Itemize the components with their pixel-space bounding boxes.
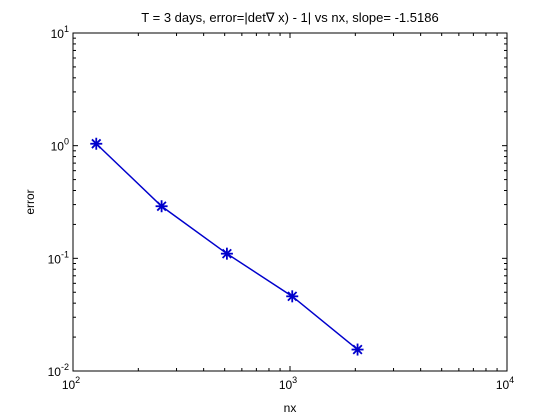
x-axis-label: nx — [284, 401, 297, 415]
x-tick-labels: 102 103 104 — [62, 375, 514, 392]
axes-box — [72, 32, 508, 372]
marker-stroke — [91, 138, 102, 149]
data-point-marker — [351, 343, 364, 356]
y-tick-labels: 10-2 10-1 100 101 — [48, 24, 69, 379]
x-tick-label: 104 — [496, 375, 514, 392]
x-tick-label: 103 — [279, 375, 297, 392]
marker-stroke — [352, 344, 363, 355]
marker-stroke — [287, 291, 298, 302]
data-point-marker — [155, 200, 168, 213]
y-tick-label: 10-2 — [48, 362, 69, 379]
y-tick-label: 101 — [51, 24, 69, 41]
data-point-marker — [220, 247, 233, 260]
y-tick-label: 10-1 — [48, 249, 69, 266]
marker-stroke — [221, 248, 232, 259]
data-point-marker — [286, 290, 299, 303]
chart-title: T = 3 days, error=|det∇ x) - 1| vs nx, s… — [141, 10, 438, 25]
series-group — [90, 137, 364, 356]
y-axis-label: error — [23, 189, 37, 214]
tick-marks — [72, 33, 507, 372]
y-tick-label: 100 — [51, 137, 69, 154]
marker-stroke — [156, 201, 167, 212]
data-point-marker — [90, 137, 103, 150]
x-tick-label: 102 — [62, 375, 80, 392]
